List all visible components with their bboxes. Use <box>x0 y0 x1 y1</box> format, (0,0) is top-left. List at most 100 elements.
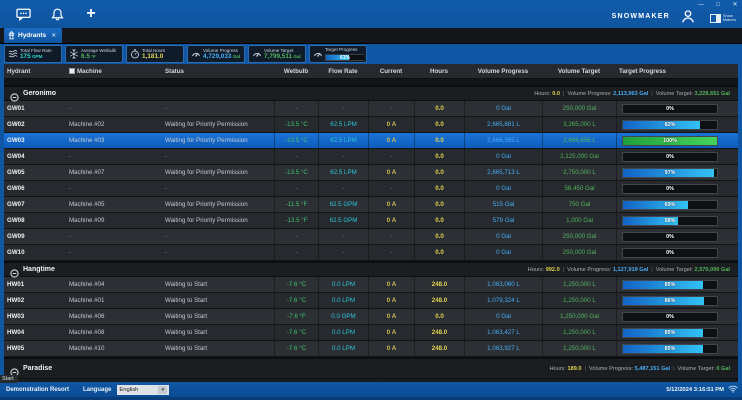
column-header-hydrant[interactable]: Hydrant <box>4 68 66 75</box>
start-chip: Start <box>0 375 18 383</box>
cell-machine: Machine #10 <box>69 345 105 352</box>
column-header-hours[interactable]: Hours <box>414 68 464 75</box>
stat-card-value: 7,799,511 Gal <box>264 53 301 60</box>
cell-machine: - <box>69 249 72 256</box>
progress-bar-percent: 0% <box>666 313 674 320</box>
cell-hours: 0.0 <box>414 133 464 148</box>
cell-flow-rate: 0.0 LPM <box>318 277 368 292</box>
table-row[interactable]: GW01- - - - -0.0 0 Gal 250,000 Gal 0% <box>4 101 738 117</box>
column-header-status[interactable]: Status <box>162 68 274 75</box>
table-row[interactable]: HW05 Machine #10 Waiting to Start -7.6 °C 0.… <box>4 341 738 357</box>
progress-bar: 85% <box>622 327 718 338</box>
table-row[interactable]: GW05 Machine #07 Waiting for Priority Perm… <box>4 165 738 181</box>
chat-icon[interactable] <box>12 6 34 22</box>
cell-wetbulb: - <box>274 101 318 116</box>
cell-target-progress: 58% <box>616 213 738 228</box>
table-row[interactable]: GW02 Machine #02 Waiting for Priority Perm… <box>4 117 738 133</box>
cell-status: Waiting for Priority Permission <box>165 217 248 224</box>
cell-machine: - <box>69 153 72 160</box>
table-row[interactable]: GW08 Machine #09 Waiting for Priority Perm… <box>4 213 738 229</box>
cell-volume-target: 1,250,000 L <box>542 293 616 308</box>
cell-flow-rate: 0.0 LPM <box>318 341 368 356</box>
column-header-volume-progress[interactable]: Volume Progress <box>464 68 542 75</box>
maximize-button[interactable]: □ <box>716 2 720 8</box>
column-header-wetbulb[interactable]: Wetbulb <box>274 68 318 75</box>
language-select[interactable]: English ▾ <box>117 384 170 395</box>
cell-current: - <box>368 101 414 116</box>
user-account-icon[interactable] <box>680 9 696 23</box>
cell-hydrant: HW05 <box>7 345 25 352</box>
cell-target-progress: 85% <box>616 325 738 340</box>
tab-strip: Hydrants ✕ <box>0 28 742 44</box>
progress-bar: 0% <box>622 183 718 194</box>
cell-flow-rate: 0.0 LPM <box>318 293 368 308</box>
stat-card-volume-progress: Volume Progress 4,729,033 Gal <box>187 45 245 63</box>
table-row[interactable]: GW07 Machine #05 Waiting for Priority Perm… <box>4 197 738 213</box>
progress-bar: 85% <box>622 279 718 290</box>
column-header-target-progress[interactable]: Target Progress <box>616 68 738 75</box>
cell-machine: Machine #06 <box>69 313 105 320</box>
column-header-current[interactable]: Current <box>368 68 414 75</box>
cell-hours: 0.0 <box>414 181 464 196</box>
progress-bar-fill <box>623 120 701 129</box>
cell-volume-target: 250,000 Gal <box>542 101 616 116</box>
bell-icon[interactable] <box>46 6 68 22</box>
table-row[interactable]: HW01 Machine #04 Waiting to Start -7.6 °C 0.… <box>4 277 738 293</box>
cell-status: Waiting for Priority Permission <box>165 201 248 208</box>
progress-bar-percent: 58% <box>664 217 676 224</box>
cell-flow-rate: 62.5 GPM <box>318 197 368 212</box>
cell-hours: 0.0 <box>414 117 464 132</box>
cell-volume-target: 1,000 Gal <box>542 213 616 228</box>
progress-bar-percent: 97% <box>664 169 676 176</box>
hydrants-grid: Hydrant Machine Status Wetbulb Flow Rate Curr… <box>4 64 738 382</box>
cell-status: - <box>165 233 168 240</box>
progress-bar-fill <box>623 328 703 337</box>
column-header-volume-target[interactable]: Volume Target <box>542 68 616 75</box>
cell-current: 0 A <box>368 277 414 292</box>
collapse-group-icon[interactable] <box>10 89 19 102</box>
tab-close-icon[interactable]: ✕ <box>51 33 57 39</box>
group-header-paradise[interactable]: Paradise Hours: 189.0 | Volume Progress: 5,… <box>4 357 738 379</box>
add-tab-icon[interactable]: + <box>86 5 96 22</box>
cell-volume-target: 1,250,000 L <box>542 325 616 340</box>
cell-current: 0 A <box>368 309 414 324</box>
column-header-flow-rate[interactable]: Flow Rate <box>318 68 368 75</box>
select-all-checkbox[interactable] <box>69 68 75 74</box>
cell-volume-progress: 2,665,881 L <box>464 117 542 132</box>
table-row[interactable]: HW02 Machine #01 Waiting to Start -7.6 °C 0.… <box>4 293 738 309</box>
column-header-label: Current <box>379 67 403 75</box>
wifi-icon <box>728 385 738 395</box>
cell-volume-target: 750 Gal <box>542 197 616 212</box>
table-row[interactable]: GW06- - - - -0.0 0 Gal 58,450 Gal 0% <box>4 181 738 197</box>
gauge-icon <box>251 49 262 60</box>
stat-card-target-progress: Target Progress 61% <box>309 45 367 63</box>
progress-bar-percent: 0% <box>666 185 674 192</box>
column-header-machine[interactable]: Machine <box>66 68 162 75</box>
cell-hours: 248.0 <box>414 325 464 340</box>
table-row[interactable]: GW03 Machine #03 Waiting for Priority Perm… <box>4 133 738 149</box>
table-row[interactable]: GW04- - - - -0.0 0 Gal 2,125,000 Gal 0% <box>4 149 738 165</box>
collapse-group-icon[interactable] <box>10 364 19 377</box>
tab-hydrants[interactable]: Hydrants ✕ <box>4 28 63 43</box>
progress-bar: 69% <box>622 199 718 210</box>
snowflake-icon <box>68 49 79 60</box>
table-row[interactable]: HW04 Machine #08 Waiting to Start -7.6 °C 0.… <box>4 325 738 341</box>
cell-wetbulb: - <box>274 245 318 260</box>
minimize-button[interactable]: — <box>698 2 704 8</box>
table-row[interactable]: GW10- - - - -0.0 0 Gal 250,000 Gal 0% <box>4 245 738 261</box>
group-header-geronimo[interactable]: Geronimo Hours: 0.0 | Volume Progress: 2,11… <box>4 85 738 102</box>
cell-volume-progress: 1,063,060 L <box>464 277 542 292</box>
group-header-hangtime[interactable]: Hangtime Hours: 992.0 | Volume Progress: 1,… <box>4 261 738 278</box>
table-row[interactable]: GW09- - - - -0.0 0 Gal 250,000 Gal 0% <box>4 229 738 245</box>
title-bar: + SNOWMAKER Snow Makers — □ ✕ <box>0 0 742 28</box>
column-header-label: Hydrant <box>7 67 31 75</box>
cell-wetbulb: - <box>274 181 318 196</box>
datetime-label: 5/12/2024 3:16:51 PM <box>666 386 724 393</box>
stat-card-average-wetbulb: Average Wetbulb 6.5 °F <box>65 45 123 63</box>
progress-bar-percent: 85% <box>664 281 676 288</box>
collapse-group-icon[interactable] <box>10 265 19 278</box>
cell-volume-progress: 0 Gal <box>464 149 542 164</box>
progress-bar-fill <box>623 200 688 209</box>
table-row[interactable]: HW03 Machine #06 Waiting to Start -7.6 °F 0.… <box>4 309 738 325</box>
close-button[interactable]: ✕ <box>732 2 738 8</box>
